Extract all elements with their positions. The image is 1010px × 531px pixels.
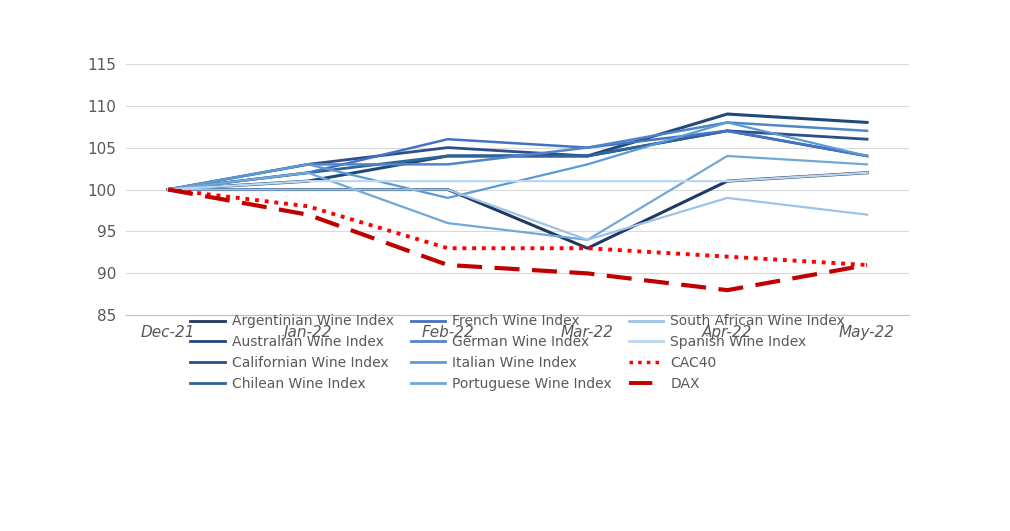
Legend: Argentinian Wine Index, Australian Wine Index, Californian Wine Index, Chilean W: Argentinian Wine Index, Australian Wine … <box>190 314 845 391</box>
